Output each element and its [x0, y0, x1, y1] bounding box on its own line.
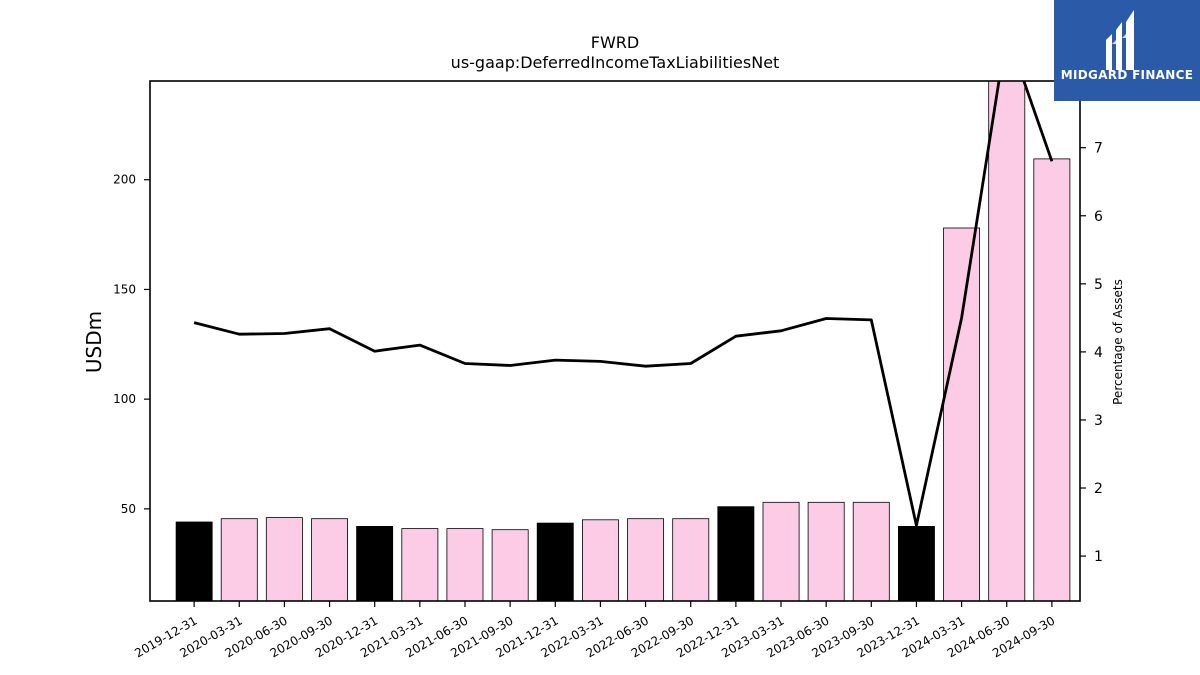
bar-2020-09-30 [311, 518, 348, 601]
y-tick-label: 150 [113, 282, 136, 296]
y-right-tick-label: 6 [1094, 209, 1103, 225]
bar-2023-09-30 [852, 501, 890, 601]
line-group [193, 81, 1054, 527]
y-tick-label: 100 [113, 392, 136, 406]
chart-title: FWRD [591, 33, 639, 52]
y-axis-right-label: Percentage of Assets [1111, 279, 1125, 405]
logo-text: MIDGARD FINANCE [1060, 68, 1194, 82]
y-tick-label: 50 [121, 502, 136, 516]
bar-2020-06-30 [265, 517, 303, 601]
y-right-tick-label: 4 [1094, 345, 1103, 361]
bar-2021-03-31 [401, 528, 439, 601]
y-right-tick-label: 2 [1094, 481, 1103, 497]
bar-2023-03-31 [762, 501, 800, 601]
bar-2024-09-30 [1033, 158, 1071, 601]
y-right-tick-label: 3 [1094, 413, 1103, 429]
y-right-tick-label: 7 [1094, 141, 1103, 157]
line-series [193, 81, 1054, 527]
bar-2021-09-30 [491, 529, 529, 601]
logo-mark-icon [1106, 10, 1134, 70]
brand-logo: MIDGARD FINANCE [1054, 0, 1200, 101]
plot-frame [149, 80, 1081, 602]
bar-2022-03-31 [582, 519, 619, 601]
y-right-tick-label: 5 [1094, 277, 1103, 293]
y-tick-label: 200 [113, 173, 136, 187]
bar-2023-06-30 [807, 501, 845, 601]
bar-2024-03-31 [943, 227, 980, 601]
chart-subtitle: us-gaap:DeferredIncomeTaxLiabilitiesNet [451, 53, 780, 72]
bar-group [175, 81, 1071, 601]
bar-2022-09-30 [672, 518, 710, 601]
bar-2021-12-31 [536, 522, 574, 601]
y-axis-label: USDm [82, 311, 106, 373]
bar-2019-12-31 [175, 521, 213, 601]
bar-2022-12-31 [717, 506, 755, 601]
bar-2022-06-30 [627, 518, 664, 601]
bar-2024-06-30 [988, 81, 1026, 601]
bar-2021-06-30 [446, 528, 484, 601]
bar-2020-03-31 [220, 518, 258, 601]
bar-2023-12-31 [898, 526, 935, 601]
bar-2020-12-31 [356, 526, 394, 601]
y-right-tick-label: 1 [1094, 549, 1103, 565]
